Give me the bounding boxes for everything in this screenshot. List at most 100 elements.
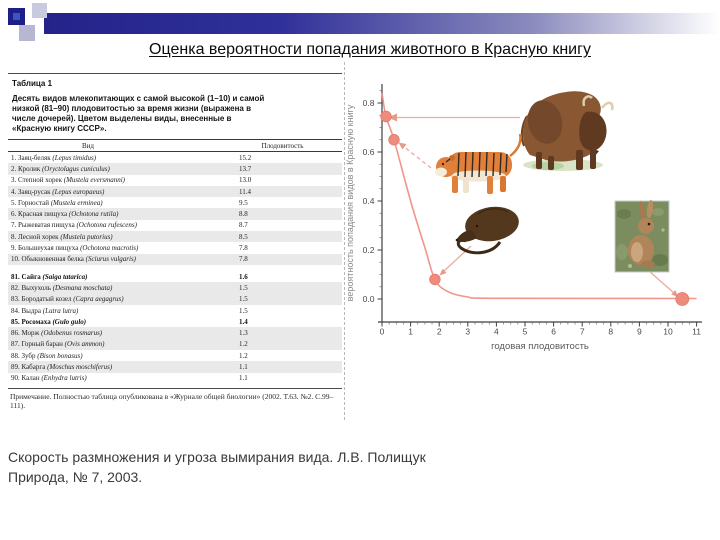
species-name: 4. Заяц-русак (Lepus europaeus)	[11, 187, 105, 196]
decor-square-lavender	[19, 25, 35, 41]
table-note: Примечание. Полностью таблица опубликова…	[10, 392, 334, 410]
decor-square-inner	[13, 13, 20, 20]
decor-square-small	[32, 3, 47, 18]
table-row: 9. Большеухая пищуха (Ochotona macrotis)…	[8, 242, 342, 253]
species-name: 3. Степной хорек (Mustela eversmanni)	[11, 176, 125, 185]
fecundity-value: 1.2	[239, 340, 248, 349]
species-name: 6. Красная пищуха (Ochotona rutila)	[11, 210, 119, 219]
table-row: 87. Горный баран (Ovis ammon) 1.2	[8, 338, 342, 351]
species-name: 82. Выхухоль (Desmana moschata)	[11, 283, 113, 292]
y-tick-label: 0.8	[363, 98, 375, 108]
x-tick-label: 0	[380, 327, 385, 337]
y-tick-label: 0.0	[363, 294, 375, 304]
fecundity-value: 11.4	[239, 187, 251, 196]
table-row: 10. Обыкновенная белка (Sciurus vulgaris…	[8, 253, 342, 265]
x-tick-label: 5	[523, 327, 528, 337]
species-name: 7. Рыжеватая пищуха (Ochotona rufescens)	[11, 221, 137, 230]
species-name: 88. Зубр (Bison bonasus)	[11, 351, 83, 360]
x-tick-label: 3	[465, 327, 470, 337]
table-row: 82. Выхухоль (Desmana moschata) 1.5	[8, 282, 342, 294]
table-row: 5. Горностай (Mustela erminea) 9.5	[8, 197, 342, 208]
table-row: 2. Кролик (Oryctolagus cuniculus) 13.7	[8, 163, 342, 175]
decor-square-navy	[8, 8, 25, 25]
data-point-зубр	[380, 110, 392, 123]
fecundity-value: 9.5	[239, 198, 248, 207]
caption-line-2: Природа, № 7, 2003.	[8, 469, 143, 485]
y-tick-label: 0.4	[363, 196, 375, 206]
species-name: 5. Горностай (Mustela erminea)	[11, 198, 103, 207]
tiger-stripes	[445, 151, 508, 178]
species-name: 10. Обыкновенная белка (Sciurus vulgaris…	[11, 255, 136, 264]
fecundity-value: 15.2	[239, 153, 252, 162]
fecundity-value: 1.5	[239, 295, 248, 304]
species-name: 9. Большеухая пищуха (Ochotona macrotis)	[11, 244, 139, 253]
table-row: 6. Красная пищуха (Ochotona rutila) 8.8	[8, 208, 342, 220]
fecundity-value: 1.1	[239, 363, 248, 372]
fecundity-value: 1.2	[239, 351, 248, 360]
species-name: 90. Калан (Enhydra lutris)	[11, 374, 87, 383]
table-row: 8. Лесной хорек (Mustela putorius) 8.5	[8, 231, 342, 243]
fecundity-value: 7.8	[239, 255, 248, 264]
annotation-arrows	[388, 113, 679, 297]
column-header-fecundity: Плодовитость	[261, 141, 304, 150]
header-gradient-bar	[44, 13, 720, 34]
table-row: 81. Сайга (Saiga tatarica) 1.6	[8, 271, 342, 282]
species-name: 2. Кролик (Oryctolagus cuniculus)	[11, 164, 110, 173]
table-bottom-rule	[8, 388, 342, 389]
rabbit-photo	[614, 200, 670, 273]
table-description: Десять видов млекопитающих с самой высок…	[12, 94, 265, 133]
desman-illustration	[455, 206, 519, 255]
x-tick-label: 7	[580, 327, 585, 337]
table-rows-top: 1. Заяц-беляк (Lepus timidus) 15.2 2. Крол…	[8, 152, 342, 265]
fecundity-value: 1.6	[239, 272, 248, 281]
data-point-кролик	[675, 292, 690, 306]
x-tick-label: 2	[437, 327, 442, 337]
rabbit-arrow	[648, 270, 675, 294]
fecundity-value: 8.8	[239, 210, 248, 219]
y-tick-label: 0.2	[363, 245, 375, 255]
data-points-layer	[380, 110, 690, 306]
fecundity-chart: 0 1 2 3 4 5 6 7 8 9 10 11 0.0 0.2 0.4 0.6 0.8 вероятност…	[345, 84, 702, 352]
bison-illustration	[520, 91, 614, 171]
x-axis-label: годовая плодовитость	[491, 341, 589, 352]
desman-arrowhead	[439, 268, 447, 276]
x-tick-label: 10	[663, 327, 673, 337]
tiger-illustration	[435, 133, 522, 194]
table-header-row: Вид Плодовитость	[8, 139, 342, 152]
fecundity-value: 8.5	[239, 232, 248, 241]
tiger-arrowhead	[398, 142, 407, 150]
table-label: Таблица 1	[12, 79, 53, 88]
tiger-arrow	[402, 145, 432, 169]
fecundity-value: 13.0	[239, 176, 252, 185]
fecundity-value: 1.5	[239, 306, 248, 315]
x-tick-label: 4	[494, 327, 499, 337]
y-axis-label: вероятность попадания видов в Красную кн…	[345, 104, 355, 301]
table-row: 85. Росомаха (Gulo gulo) 1.4	[8, 316, 342, 327]
table-row: 3. Степной хорек (Mustela eversmanni) 13.…	[8, 175, 342, 186]
species-name: 87. Горный баран (Ovis ammon)	[11, 340, 105, 349]
table-rows-bottom: 81. Сайга (Saiga tatarica) 1.6 82. Выхухол…	[8, 271, 342, 384]
table-row: 89. Кабарга (Moschus moschiferus) 1.1	[8, 361, 342, 373]
x-tick-label: 6	[551, 327, 556, 337]
table-row: 90. Калан (Enhydra lutris) 1.1	[8, 373, 342, 384]
fecundity-value: 1.4	[239, 317, 248, 326]
species-name: 8. Лесной хорек (Mustela putorius)	[11, 232, 113, 241]
chart-axes: 0 1 2 3 4 5 6 7 8 9 10 11 0.0 0.2 0.4 0.6 0.8	[363, 84, 702, 337]
species-name: 86. Морж (Odobenus rosmarus)	[11, 329, 103, 338]
table-row: 88. Зубр (Bison bonasus) 1.2	[8, 350, 342, 361]
fecundity-value: 13.7	[239, 164, 252, 173]
species-name: 89. Кабарга (Moschus moschiferus)	[11, 363, 113, 372]
slide-title: Оценка вероятности попадания животного в…	[149, 41, 591, 58]
caption-line-1: Скорость размножения и угроза вымирания …	[8, 449, 426, 465]
column-header-species: Вид	[82, 141, 94, 150]
data-point-тигр	[388, 134, 400, 146]
fecundity-value: 1.3	[239, 329, 248, 338]
table-row: 84. Выдра (Lutra lutra) 1.5	[8, 305, 342, 316]
species-name: 1. Заяц-беляк (Lepus timidus)	[11, 153, 97, 162]
y-tick-label: 0.6	[363, 147, 375, 157]
species-name: 81. Сайга (Saiga tatarica)	[11, 272, 88, 281]
table-row: 83. Бородатый козел (Capra aegagrus) 1.5	[8, 293, 342, 305]
table-row: 1. Заяц-беляк (Lepus timidus) 15.2	[8, 152, 342, 163]
data-point-выхухоль	[429, 273, 441, 286]
